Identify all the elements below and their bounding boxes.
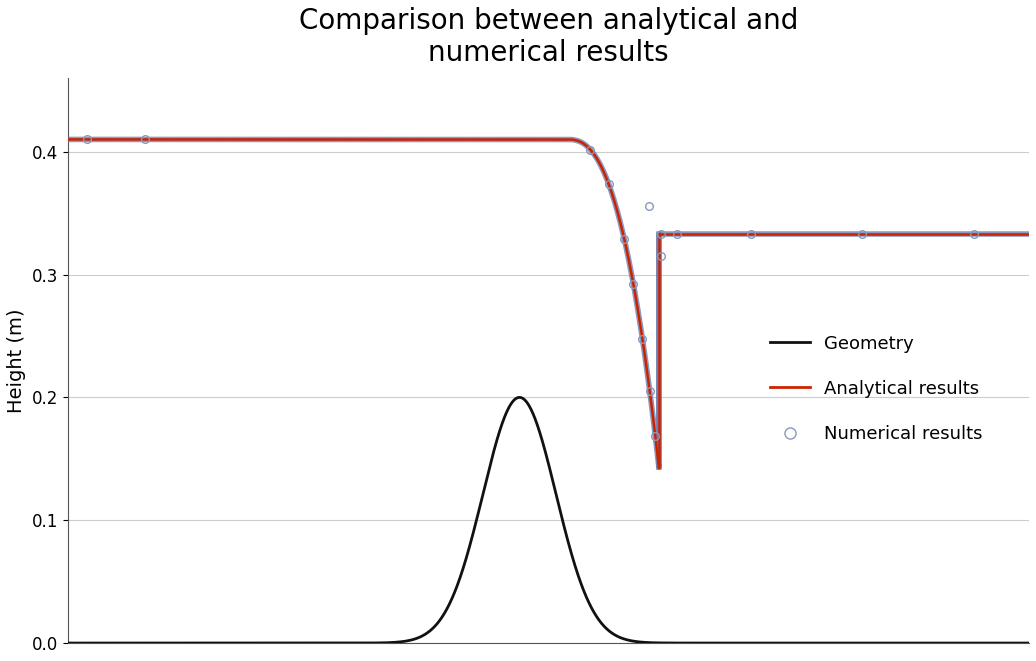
Title: Comparison between analytical and
numerical results: Comparison between analytical and numeri…	[298, 7, 798, 67]
Legend: Geometry, Analytical results, Numerical results: Geometry, Analytical results, Numerical …	[752, 317, 1001, 461]
Y-axis label: Height (m): Height (m)	[7, 308, 26, 412]
